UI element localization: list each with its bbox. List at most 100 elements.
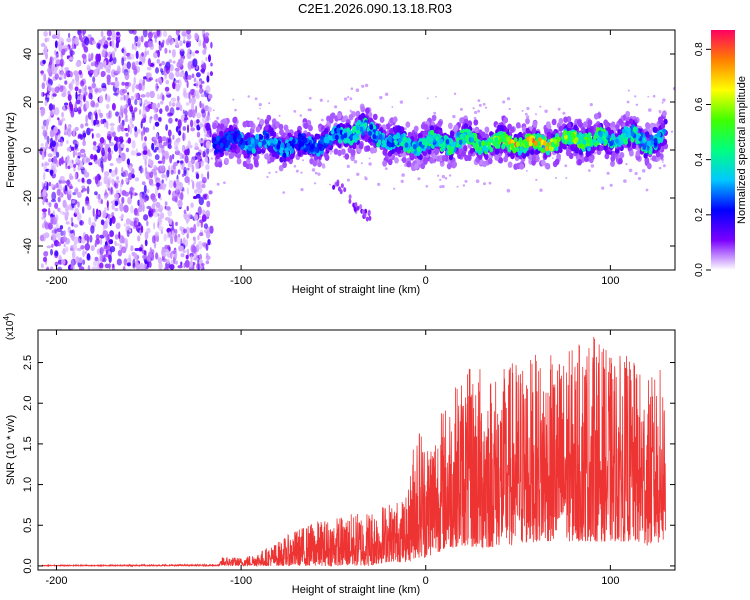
heat-cell xyxy=(177,119,182,129)
heat-cell xyxy=(68,83,72,90)
heat-cell xyxy=(164,266,169,270)
heat-cell xyxy=(205,56,208,62)
heat-cell xyxy=(246,132,251,139)
heat-cell xyxy=(448,174,452,177)
heat-cell xyxy=(311,168,316,172)
heat-cell xyxy=(65,246,69,253)
heat-cell xyxy=(42,256,47,263)
heat-cell xyxy=(140,225,144,234)
heat-cell xyxy=(237,134,242,140)
heat-cell xyxy=(111,203,115,210)
heat-cell xyxy=(48,115,51,123)
heat-cell xyxy=(199,121,203,129)
heat-cell xyxy=(134,99,138,106)
heat-cell xyxy=(334,134,339,140)
heat-cell xyxy=(242,149,247,156)
heat-cell xyxy=(58,158,62,167)
heat-cell xyxy=(195,80,199,89)
heat-cell xyxy=(528,136,533,143)
heat-cell xyxy=(317,144,322,150)
heat-cell xyxy=(119,203,124,212)
heat-cell xyxy=(488,181,492,185)
heat-cell xyxy=(142,30,148,38)
heat-cell xyxy=(610,121,616,128)
heat-cell xyxy=(278,114,281,117)
heat-cell xyxy=(135,262,141,270)
heat-cell xyxy=(99,112,103,119)
heat-cell xyxy=(343,187,347,193)
heat-cell xyxy=(158,216,161,224)
heat-cell xyxy=(158,262,163,270)
heat-cell xyxy=(299,114,303,117)
heat-cell xyxy=(178,48,185,52)
heat-cell xyxy=(487,141,491,147)
heat-cell xyxy=(184,149,189,156)
heat-cell xyxy=(96,66,100,72)
heat-cell xyxy=(526,170,528,172)
heat-cell xyxy=(123,258,128,266)
heat-cell xyxy=(478,103,482,107)
heat-cell xyxy=(207,239,211,246)
heat-cell xyxy=(205,164,210,171)
heat-cell xyxy=(266,175,269,179)
heat-cell xyxy=(193,78,196,83)
heat-cell xyxy=(121,81,126,86)
heat-cell xyxy=(459,107,463,111)
heat-cell xyxy=(180,245,185,252)
heat-cell xyxy=(430,136,434,142)
heat-cell xyxy=(80,245,85,250)
heat-cell xyxy=(647,96,649,98)
heat-cell xyxy=(187,213,192,218)
heat-cell xyxy=(92,145,98,151)
heat-cell xyxy=(91,82,97,89)
heat-cell xyxy=(278,165,284,172)
heat-cell xyxy=(506,97,511,101)
heat-cell xyxy=(201,214,207,222)
heat-cell xyxy=(80,80,85,87)
heat-cell xyxy=(196,131,201,138)
heat-cell xyxy=(68,226,71,230)
heat-cell xyxy=(43,251,49,257)
heat-cell xyxy=(170,169,174,175)
heat-cell xyxy=(94,160,99,165)
heat-cell xyxy=(369,124,374,130)
heat-cell xyxy=(610,160,615,167)
heat-cell xyxy=(133,76,136,86)
heat-cell xyxy=(330,129,335,135)
heat-cell xyxy=(367,209,371,215)
heat-cell xyxy=(147,31,153,39)
heat-cell xyxy=(133,68,138,75)
heat-cell xyxy=(463,145,468,152)
heat-cell xyxy=(54,145,58,154)
heat-cell xyxy=(358,142,364,150)
heat-cell xyxy=(99,247,104,255)
heat-cell xyxy=(361,209,365,215)
heat-cell xyxy=(47,83,52,92)
heat-cell xyxy=(68,32,71,39)
heat-cell xyxy=(90,153,94,160)
heat-cell xyxy=(184,239,189,247)
heat-cell xyxy=(121,88,128,94)
heat-cell xyxy=(259,107,261,110)
heat-cell xyxy=(662,110,667,117)
heat-cell xyxy=(555,177,557,179)
heat-cell xyxy=(615,138,619,144)
heat-cell xyxy=(587,119,593,126)
heat-cell xyxy=(89,234,93,243)
heat-cell xyxy=(129,186,134,195)
heat-cell xyxy=(175,37,178,46)
heat-cell xyxy=(114,80,120,88)
heat-cell xyxy=(141,181,146,186)
heat-cell xyxy=(556,136,561,142)
heat-cell xyxy=(65,105,68,110)
heat-cell xyxy=(40,42,46,47)
heat-cell xyxy=(80,148,86,154)
heat-cell xyxy=(295,169,299,173)
heat-cell xyxy=(475,179,480,183)
heat-cell xyxy=(201,173,204,179)
heat-cell xyxy=(157,221,160,229)
heat-cell xyxy=(627,127,631,133)
heat-cell xyxy=(87,264,91,270)
heat-cell xyxy=(190,119,194,128)
heat-cell xyxy=(191,164,195,173)
